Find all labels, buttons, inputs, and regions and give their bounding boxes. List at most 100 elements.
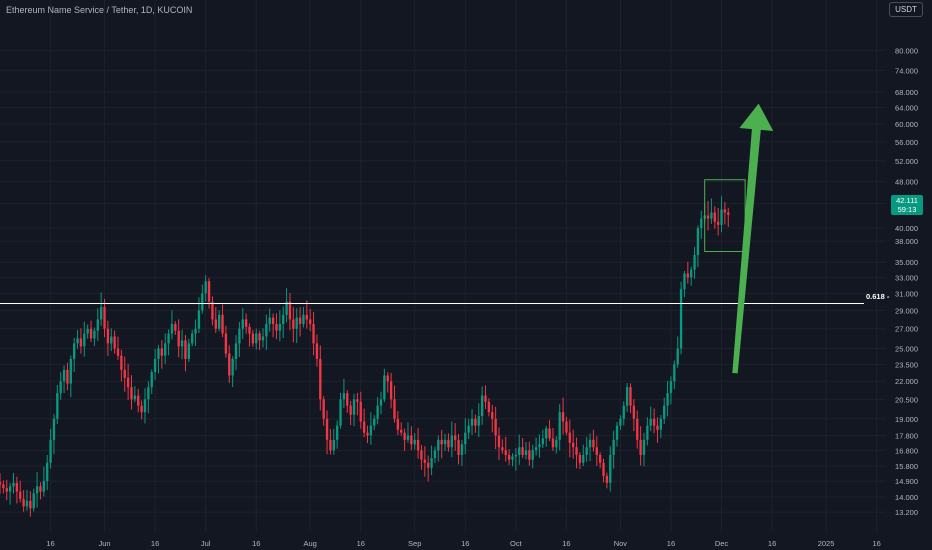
candle xyxy=(167,329,170,356)
candle xyxy=(332,428,335,455)
candle-body xyxy=(561,412,565,422)
candle-body xyxy=(275,324,278,331)
currency-selector[interactable]: USDT xyxy=(889,2,923,17)
candle xyxy=(582,444,585,467)
candle xyxy=(373,415,376,431)
candle xyxy=(561,397,565,435)
candle-body xyxy=(480,395,484,417)
candle xyxy=(575,437,578,469)
time-axis[interactable]: 16 Jun 16 Jul 16 Aug 16 Sep 16 Oct 16 Nov 16 Dec 16 202… xyxy=(46,539,880,548)
candle xyxy=(194,319,197,346)
candle-body xyxy=(96,319,99,331)
candle xyxy=(244,313,248,334)
candle-body xyxy=(649,418,652,426)
candle-body xyxy=(656,425,659,430)
candle xyxy=(588,433,592,462)
candle xyxy=(403,428,406,452)
candle xyxy=(534,437,538,456)
candle-body xyxy=(130,387,133,400)
candle-body xyxy=(251,333,255,344)
price-tick-label: 33.000 xyxy=(895,273,918,282)
candle xyxy=(349,400,352,426)
candle-body xyxy=(248,326,251,334)
candle-body xyxy=(565,421,568,433)
candle-body xyxy=(430,458,433,468)
price-tick-label: 64.000 xyxy=(895,104,918,113)
candle-body xyxy=(15,482,19,492)
candle-body xyxy=(42,481,46,492)
candle-body xyxy=(602,462,605,476)
candle-body xyxy=(386,375,389,382)
candle xyxy=(278,310,282,342)
candle xyxy=(440,429,443,459)
candle-body xyxy=(295,317,298,329)
price-axis[interactable]: 80.000 74.000 68.000 64.000 60.000 56.000 52.0… xyxy=(895,46,918,517)
candle-body xyxy=(201,293,204,311)
candle-body xyxy=(578,454,582,463)
price-tick-label: 60.000 xyxy=(895,120,918,129)
candle-body xyxy=(642,439,646,455)
candle-body xyxy=(413,439,416,445)
price-tick-label: 80.000 xyxy=(895,46,918,55)
candle xyxy=(389,372,393,409)
time-tick-label: 16 xyxy=(667,539,675,548)
candle xyxy=(265,314,268,350)
candle-body xyxy=(221,314,224,334)
arrow-up-icon[interactable] xyxy=(732,103,774,374)
candle xyxy=(99,292,103,326)
candle xyxy=(430,445,433,476)
candle-body xyxy=(609,454,612,483)
candle-body xyxy=(379,399,383,406)
time-tick-label: 16 xyxy=(872,539,880,548)
candle-body xyxy=(524,450,528,455)
candle-body xyxy=(659,418,663,430)
candle-body xyxy=(157,348,160,359)
candle-body xyxy=(52,418,56,440)
candle-body xyxy=(545,428,548,439)
candle xyxy=(531,444,534,469)
candle-body xyxy=(551,438,555,448)
candle-body xyxy=(494,418,497,436)
candle-body xyxy=(25,500,29,507)
candle xyxy=(59,371,62,400)
candle-body xyxy=(555,439,558,448)
candle xyxy=(42,466,46,497)
candle-body xyxy=(325,418,329,440)
candle xyxy=(555,436,558,454)
candle-body xyxy=(663,405,666,419)
candle-body xyxy=(588,439,592,448)
time-tick-label: Oct xyxy=(510,539,523,548)
time-tick-label: Sep xyxy=(408,539,421,548)
price-tick-label: 40.000 xyxy=(895,224,918,233)
candle-body xyxy=(66,369,69,384)
candle-body xyxy=(548,428,551,439)
candle-body xyxy=(598,454,602,463)
candle-body xyxy=(393,399,396,419)
candle xyxy=(197,297,201,334)
candle xyxy=(255,328,258,350)
candle-body xyxy=(241,319,244,329)
candle xyxy=(69,355,72,398)
candle-body xyxy=(511,456,514,460)
candle xyxy=(727,207,730,227)
candle xyxy=(123,356,126,392)
candle xyxy=(46,455,49,491)
price-tick-label: 15.800 xyxy=(895,462,918,471)
candle xyxy=(467,418,470,440)
candle xyxy=(319,345,322,411)
candle xyxy=(565,416,568,436)
candle xyxy=(352,393,356,427)
candle-body xyxy=(224,333,228,354)
candle xyxy=(312,312,315,356)
candle xyxy=(52,414,56,455)
candle-body xyxy=(373,418,376,426)
candle-body xyxy=(103,306,106,329)
candle-body xyxy=(309,319,312,325)
candle xyxy=(453,423,457,451)
candle-body xyxy=(29,500,32,509)
candle xyxy=(413,432,416,450)
candle xyxy=(612,430,615,469)
candle xyxy=(480,386,484,425)
candle-body xyxy=(106,328,110,344)
